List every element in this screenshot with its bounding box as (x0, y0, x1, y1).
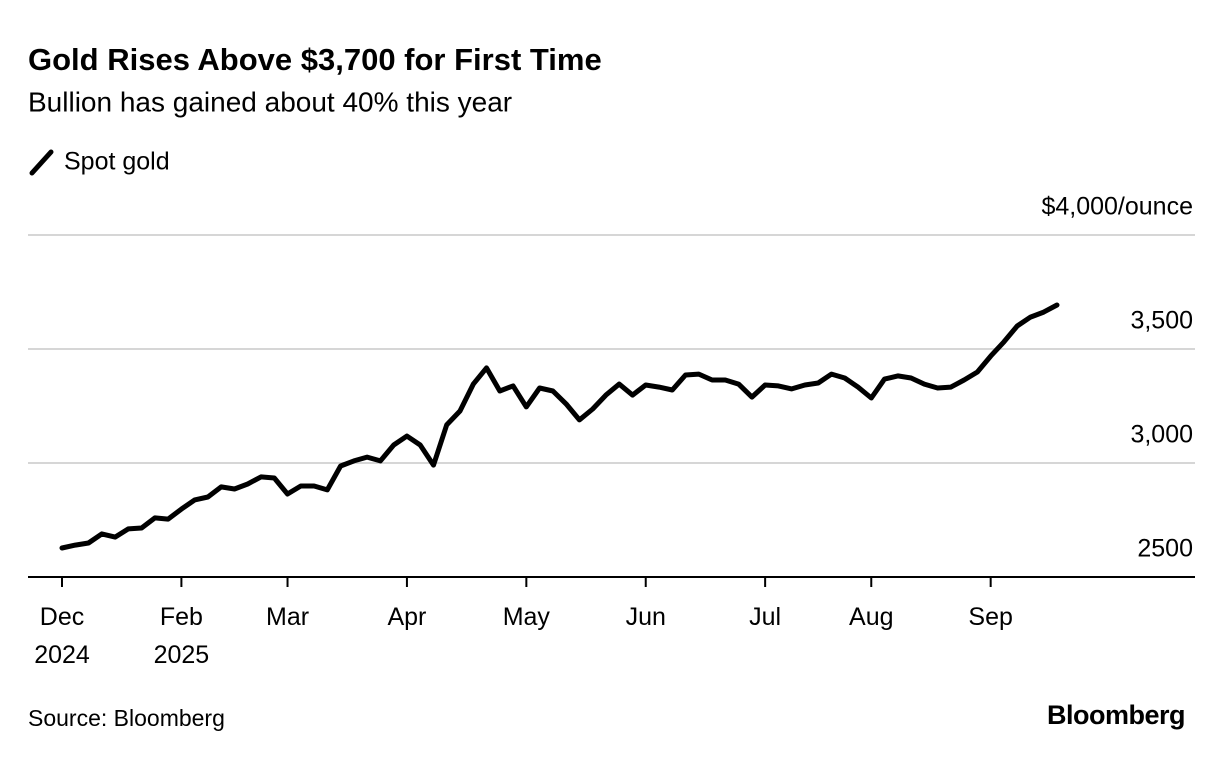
chart-subtitle: Bullion has gained about 40% this year (28, 86, 512, 117)
y-tick-label: $4,000/ounce (1041, 193, 1193, 221)
x-tick-label: Dec 2024 (34, 603, 90, 669)
y-tick-label: 2500 (1137, 535, 1193, 563)
x-tick-label: Aug (849, 603, 894, 631)
x-tick-label: Jul (749, 603, 782, 631)
y-tick-label: 3,500 (1130, 307, 1193, 335)
y-tick-label: 3,000 (1130, 421, 1193, 449)
chart-title: Gold Rises Above $3,700 for First Time (28, 42, 602, 77)
x-tick-label: Jun (625, 603, 666, 631)
x-tick-label: Feb 2025 (153, 603, 210, 669)
legend-label: Spot gold (64, 148, 170, 176)
x-tick-label: Mar (266, 603, 310, 631)
x-tick-label: Apr (387, 603, 427, 631)
legend-swatch (29, 149, 54, 176)
source: Source: Bloomberg (28, 705, 225, 731)
x-tick-label: Sep (968, 603, 1013, 631)
brand-logo: Bloomberg (1047, 700, 1185, 730)
x-tick-label: May (502, 603, 550, 631)
price-line (59, 302, 1060, 551)
